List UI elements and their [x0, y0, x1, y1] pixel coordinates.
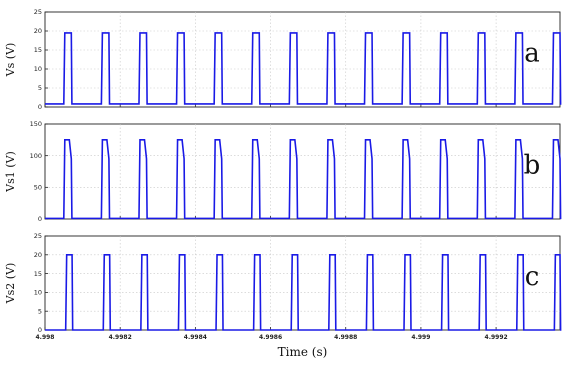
y-axis-label: Vs2 (V) — [4, 263, 17, 305]
y-tick-label: 15 — [34, 270, 42, 278]
x-tick-label: 4.9992 — [485, 334, 508, 341]
x-tick-label: 4.9988 — [334, 334, 357, 341]
panel-letter: c — [525, 262, 540, 292]
panel-letter: a — [524, 38, 540, 68]
y-axis-label: Vs (V) — [4, 43, 17, 78]
y-axis-label: Vs1 (V) — [4, 151, 17, 193]
y-tick-label: 150 — [30, 120, 42, 128]
y-tick-label: 15 — [34, 46, 42, 54]
x-tick-label: 4.9982 — [109, 334, 132, 341]
panel-b: 0 50 100 150 Vs1 (V) b — [4, 120, 562, 223]
y-tick-label: 0 — [38, 215, 42, 223]
y-tick-label: 100 — [30, 152, 42, 160]
y-tick-label: 25 — [34, 232, 42, 240]
plot-frame — [44, 235, 561, 331]
y-tick-label: 50 — [34, 184, 42, 192]
y-tick-label: 0 — [38, 103, 42, 111]
plot-frame — [44, 123, 561, 220]
x-tick-label: 4.9986 — [259, 334, 282, 341]
y-tick-label: 25 — [34, 8, 42, 16]
y-tick-label: 5 — [38, 307, 42, 315]
x-tick-label: 4.998 — [36, 334, 55, 341]
x-axis-label: Time (s) — [278, 345, 328, 359]
x-tick-label: 4.999 — [411, 334, 430, 341]
panel-letter: b — [524, 150, 541, 180]
y-tick-label: 20 — [34, 251, 42, 259]
waveform-trace-a — [45, 32, 562, 105]
y-tick-label: 5 — [38, 84, 42, 92]
waveform-trace-b — [45, 139, 562, 220]
panel-a: 0 5 10 15 20 25 Vs (V) a — [4, 8, 562, 111]
y-tick-label: 10 — [34, 65, 42, 73]
y-tick-label: 20 — [34, 27, 42, 35]
y-tick-label: 10 — [34, 289, 42, 297]
waveform-trace-c — [45, 254, 562, 331]
panel-c: 0 5 10 15 20 25 4.998 4.9982 4.9984 4.9986 4.9988 4… — [4, 232, 562, 359]
y-tick-label: 0 — [38, 326, 42, 334]
plot-frame — [44, 11, 561, 108]
x-tick-label: 4.9984 — [184, 334, 207, 341]
